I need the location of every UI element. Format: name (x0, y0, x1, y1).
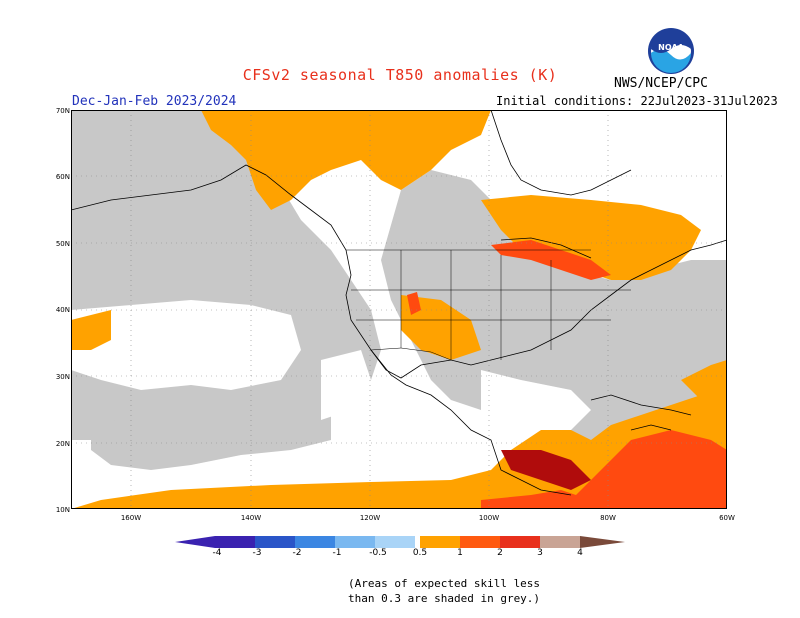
season-label: Dec-Jan-Feb 2023/2024 (72, 94, 237, 109)
colorbar-swatch-plus2 (500, 536, 540, 548)
initial-conditions-label: Initial conditions: 22Jul2023-31Jul2023 (496, 94, 778, 108)
agency-label: NWS/NCEP/CPC (614, 76, 708, 91)
colorbar-swatch-above-plus4 (580, 536, 625, 548)
colorbar-label-minus1: -1 (332, 548, 342, 558)
colorbar-swatch-plus05 (420, 536, 460, 548)
anomaly-map (71, 110, 727, 509)
colorbar-swatch-plus1 (460, 536, 500, 548)
positive-anomaly-darkred-regions (501, 450, 591, 490)
colorbar-label-minus3: -3 (252, 548, 262, 558)
lon-label-160w: 160W (120, 514, 142, 522)
colorbar-swatch-below-minus4 (175, 536, 215, 548)
noaa-logo: NOAA (648, 28, 694, 74)
colorbar-label-minus05: -0.5 (369, 548, 387, 558)
lon-label-60w: 60W (719, 514, 735, 522)
skill-note: (Areas of expected skill less than 0.3 a… (348, 576, 540, 606)
political-borders (346, 249, 631, 361)
skill-note-line1: (Areas of expected skill less (348, 577, 541, 590)
colorbar-label-plus05: 0.5 (412, 548, 428, 558)
lat-label-40n: 40N (55, 306, 70, 314)
colorbar-swatch-minus05 (375, 536, 415, 548)
noaa-logo-text: NOAA (658, 43, 684, 52)
colorbar-label-plus3: 3 (537, 548, 543, 558)
lon-label-140w: 140W (240, 514, 262, 522)
lon-label-80w: 80W (600, 514, 616, 522)
coastlines (71, 110, 727, 496)
skill-note-line2: than 0.3 are shaded in grey.) (348, 592, 541, 605)
lat-label-10n: 10N (55, 506, 70, 514)
colorbar-swatch-minus3 (255, 536, 295, 548)
lon-label-120w: 120W (359, 514, 381, 522)
colorbar-swatch-plus3 (540, 536, 580, 548)
map-title: CFSv2 seasonal T850 anomalies (K) (242, 66, 558, 84)
lat-label-20n: 20N (55, 440, 70, 448)
lat-label-50n: 50N (55, 240, 70, 248)
colorbar-swatch-minus2 (295, 536, 335, 548)
lat-label-30n: 30N (55, 373, 70, 381)
colorbar-label-plus1: 1 (457, 548, 463, 558)
neutral-white-regions (71, 110, 727, 450)
colorbar (175, 536, 625, 548)
colorbar-swatch-minus4 (215, 536, 255, 548)
lat-label-70n: 70N (55, 107, 70, 115)
colorbar-swatch-minus1 (335, 536, 375, 548)
colorbar-label-plus4: 4 (577, 548, 583, 558)
colorbar-label-minus2: -2 (292, 548, 302, 558)
colorbar-label-minus4: -4 (212, 548, 222, 558)
lon-label-100w: 100W (478, 514, 500, 522)
lat-label-60n: 60N (55, 173, 70, 181)
colorbar-label-plus2: 2 (497, 548, 503, 558)
